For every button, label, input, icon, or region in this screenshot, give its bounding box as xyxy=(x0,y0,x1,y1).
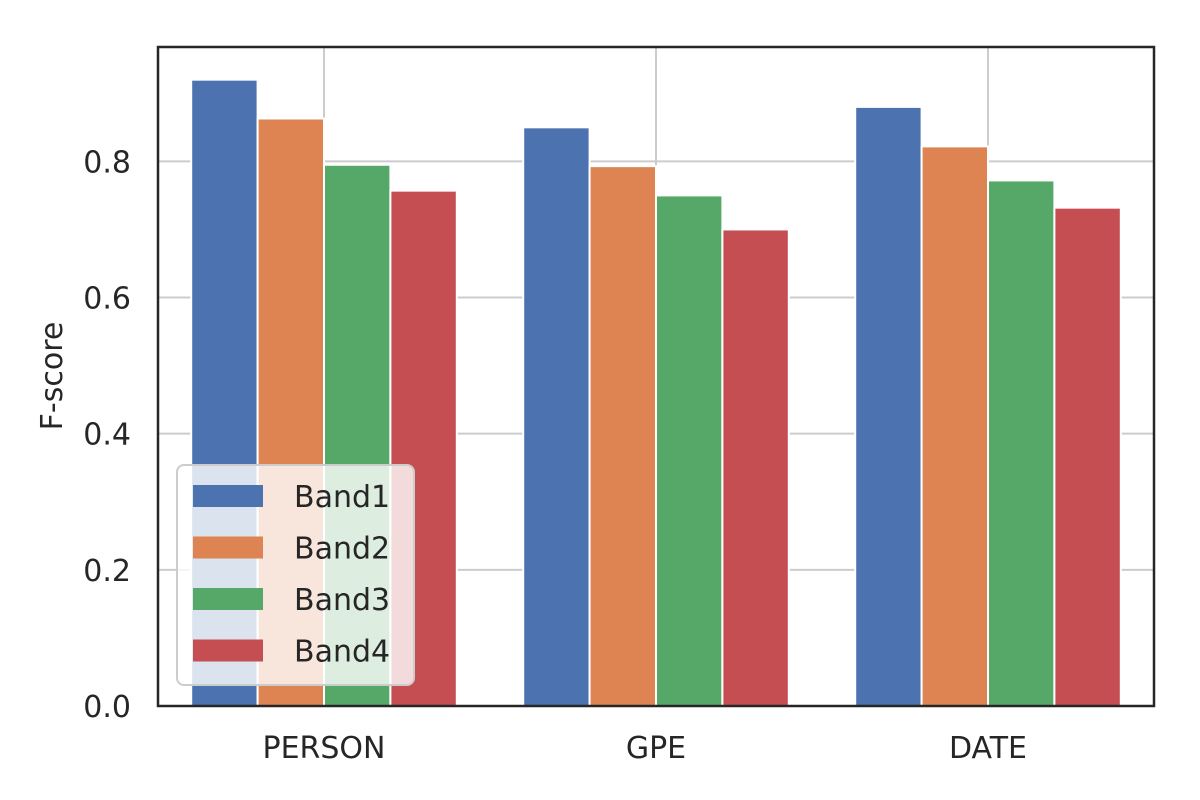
legend-label: Band4 xyxy=(294,635,390,670)
legend: Band1 Band2 Band3 Band4 xyxy=(176,464,415,686)
x-tick-label: GPE xyxy=(626,731,686,766)
legend-label: Band3 xyxy=(294,583,390,618)
bar-band4-gpe xyxy=(721,228,790,707)
legend-label: Band2 xyxy=(294,532,390,567)
x-axis-ticks: PERSON GPE DATE xyxy=(263,731,1028,766)
plot-frame xyxy=(156,45,1156,708)
y-tick-label: 0.2 xyxy=(83,554,131,589)
bar-band2-gpe xyxy=(588,165,657,707)
x-tick-label: PERSON xyxy=(263,731,386,766)
y-tick-label: 0.6 xyxy=(83,282,131,317)
legend-swatch xyxy=(193,485,263,507)
legend-swatch xyxy=(193,536,263,559)
legend-label: Band1 xyxy=(294,480,390,515)
y-axis-ticks: 0.0 0.2 0.4 0.6 0.8 xyxy=(83,145,131,725)
legend-swatch xyxy=(193,639,263,662)
bar-band2-date xyxy=(920,145,989,707)
y-tick-label: 0.0 xyxy=(83,690,131,725)
bar-band3-date xyxy=(987,179,1056,707)
legend-swatch xyxy=(193,588,263,610)
bar-band1-gpe xyxy=(522,126,591,707)
y-tick-label: 0.8 xyxy=(83,145,131,180)
bar-band1-date xyxy=(854,105,923,707)
y-axis-label: F-score xyxy=(35,322,70,431)
y-tick-label: 0.4 xyxy=(83,418,131,453)
bar-band4-date xyxy=(1053,206,1122,707)
x-tick-label: DATE xyxy=(949,731,1027,766)
bar-band3-gpe xyxy=(655,194,724,707)
legend-box xyxy=(176,464,415,686)
